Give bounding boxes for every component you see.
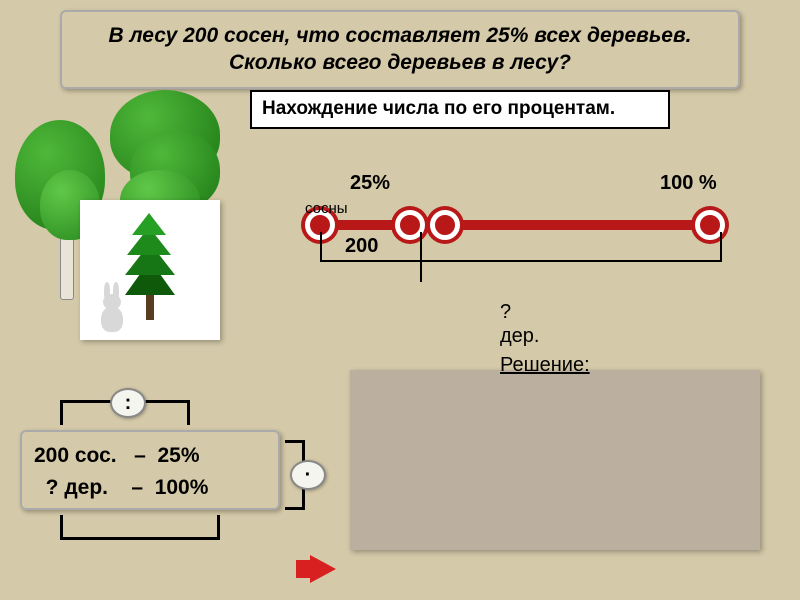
method-label: Нахождение числа по его процентам. [250,90,670,129]
problem-title: В лесу 200 сосен, что составляет 25% все… [60,10,740,89]
solution-heading: Решение: [500,354,590,377]
proportion-row-1: 200 сос. – 25% [34,440,266,472]
proportion-box: 200 сос. – 25% ? дер. – 100% [20,430,280,510]
percent-100-label: 100 % [660,172,717,195]
pines-label: сосны [305,200,348,217]
percent-timeline: 25% 100 % сосны 200 [290,170,750,290]
inset-illustration [80,200,220,340]
rabbit-icon [95,282,130,332]
arrow-icon [310,555,336,583]
percent-25-label: 25% [350,172,390,195]
proportion-row-2: ? дер. – 100% [34,472,266,504]
multiply-op: · [290,460,326,490]
divide-op: : [110,388,146,418]
value-200-label: 200 [345,235,378,258]
solution-area [350,370,760,550]
bottom-bracket [60,515,220,540]
unknown-trees-label: ? дер. [500,300,539,348]
